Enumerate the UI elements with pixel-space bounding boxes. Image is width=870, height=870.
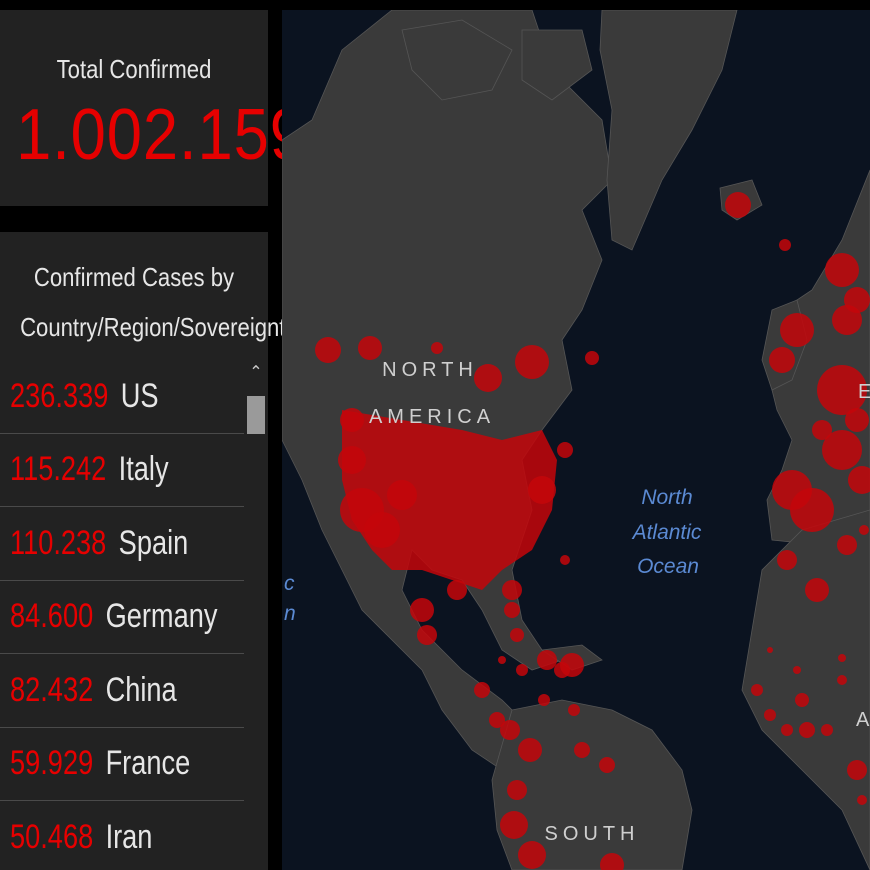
map-view[interactable]: NORTH AMERICA North Atlantic Ocean SOUTH… [282, 10, 870, 870]
total-confirmed-panel: Total Confirmed 1.002.159 [0, 10, 306, 206]
country-name: Spain [118, 523, 189, 562]
country-name: France [105, 744, 191, 783]
chevron-up-icon[interactable]: ⌃ [249, 364, 263, 381]
confirmed-cases-panel: Confirmed Cases by Country/Region/Sovere… [0, 232, 297, 870]
case-count: 82.432 [10, 670, 94, 709]
country-name: US [120, 376, 159, 415]
country-name: Germany [105, 597, 218, 636]
greenland-landmass [599, 10, 738, 251]
label-north-america-line1: NORTH [382, 359, 478, 381]
us-case-cluster [342, 410, 557, 590]
case-markers[interactable] [315, 192, 870, 870]
country-name: China [105, 670, 177, 709]
list-item-us[interactable]: 236.339 US [0, 360, 244, 434]
confirmed-cases-title-line2: Country/Region/Sovereignty [20, 312, 297, 342]
total-confirmed-label: Total Confirmed [56, 54, 212, 84]
north-america-landmass [282, 10, 613, 791]
map-labels: NORTH AMERICA North Atlantic Ocean SOUTH… [284, 359, 870, 845]
country-name: Italy [118, 450, 169, 489]
label-left-fragment2: n [284, 602, 296, 625]
list-item-italy[interactable]: 115.242 Italy [0, 434, 244, 507]
label-europe-fragment: E [858, 381, 870, 403]
label-south-america: SOUTH [545, 823, 640, 845]
country-case-list: 236.339 US 115.242 Italy 110.238 Spain 8… [0, 360, 244, 870]
confirmed-cases-title: Confirmed Cases by Country/Region/Sovere… [20, 252, 297, 352]
case-count: 50.468 [10, 817, 94, 856]
country-name: Iran [105, 817, 153, 856]
label-left-fragment1: c [284, 572, 295, 595]
case-count: 236.339 [10, 376, 109, 415]
list-item-spain[interactable]: 110.238 Spain [0, 507, 244, 581]
label-ocean-line1: North [641, 486, 692, 509]
world-map[interactable]: NORTH AMERICA North Atlantic Ocean SOUTH… [282, 10, 870, 870]
list-scrollbar[interactable]: ⌃ [244, 360, 268, 870]
confirmed-cases-title-line1: Confirmed Cases by [33, 262, 235, 292]
list-item-iran[interactable]: 50.468 Iran [0, 801, 244, 870]
south-america-landmass [491, 699, 693, 870]
list-item-china[interactable]: 82.432 China [0, 654, 244, 728]
case-count: 110.238 [10, 523, 107, 562]
case-count: 115.242 [10, 450, 107, 489]
scrollbar-thumb[interactable] [247, 396, 265, 434]
case-count: 59.929 [10, 744, 94, 783]
label-africa-fragment: A [856, 709, 870, 731]
label-north-america-line2: AMERICA [369, 406, 495, 428]
total-confirmed-value: 1.002.159 [16, 95, 306, 175]
list-item-germany[interactable]: 84.600 Germany [0, 581, 244, 654]
arctic-islands [401, 19, 513, 101]
africa-landmass [741, 509, 870, 870]
list-item-france[interactable]: 59.929 France [0, 728, 244, 801]
label-ocean-line2: Atlantic [631, 521, 702, 544]
label-ocean-line3: Ocean [637, 555, 699, 578]
case-count: 84.600 [10, 597, 94, 636]
